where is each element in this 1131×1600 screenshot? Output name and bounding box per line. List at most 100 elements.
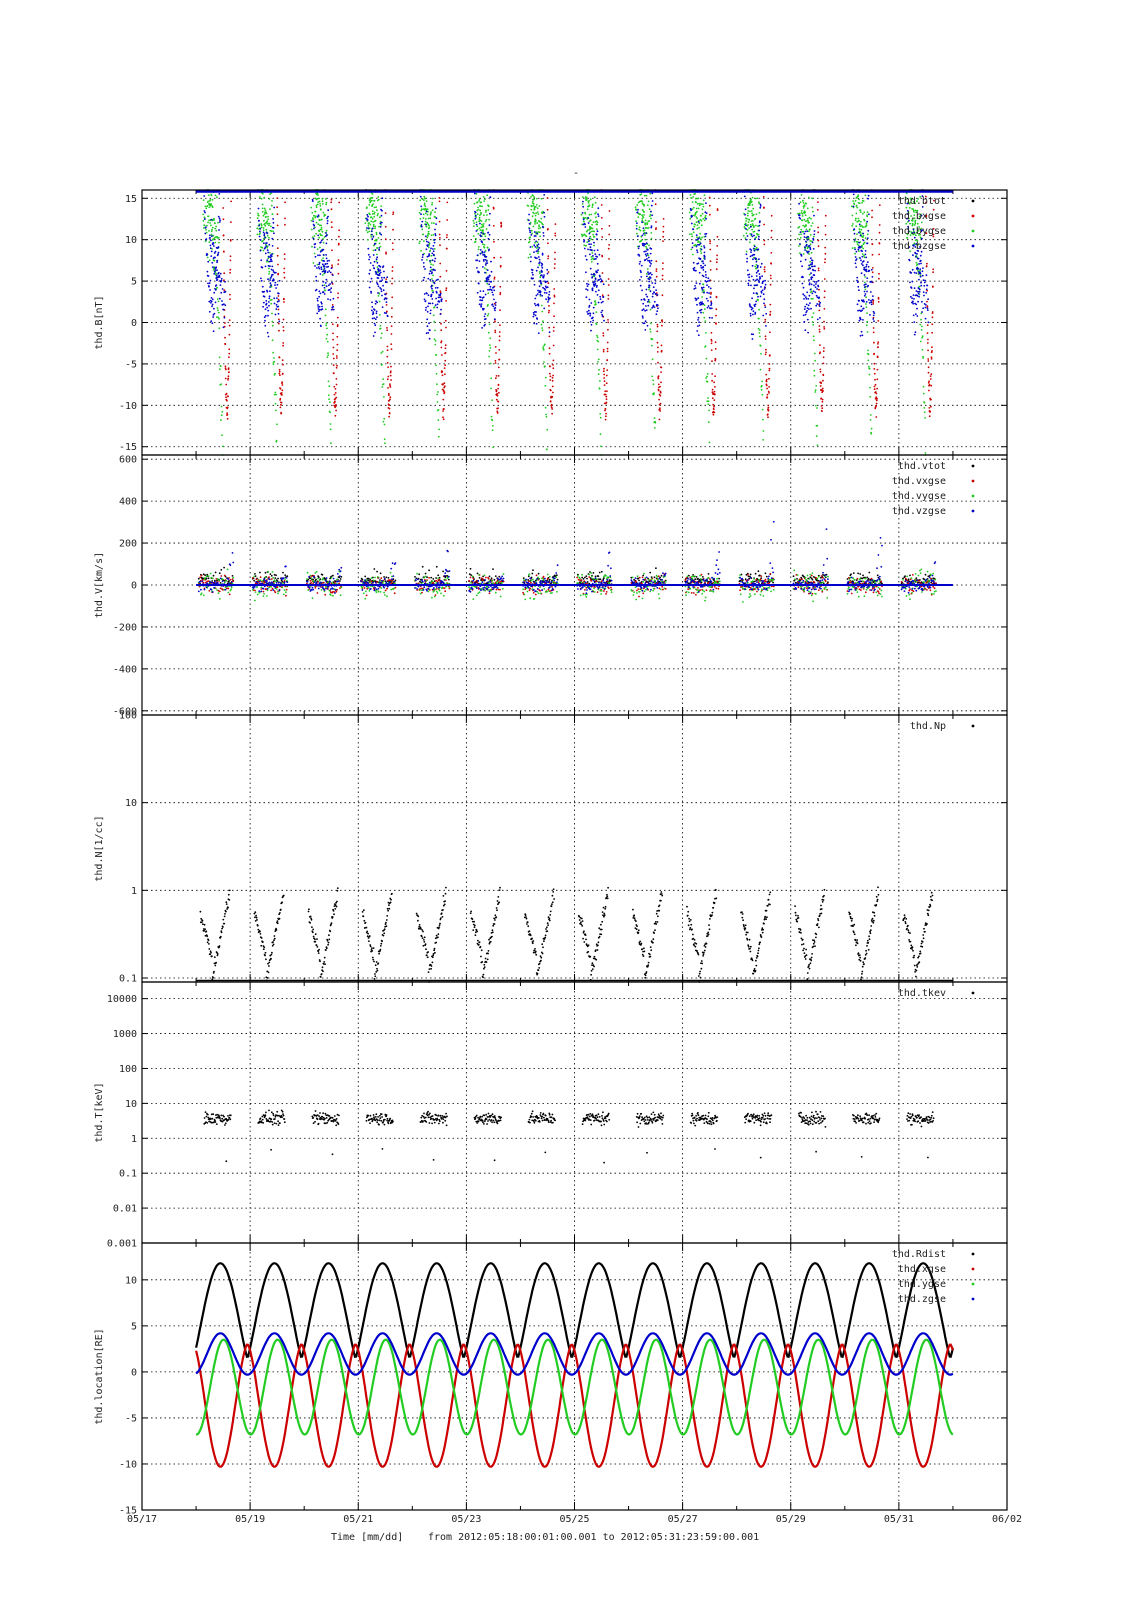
bz-point xyxy=(636,235,639,238)
vtot-point xyxy=(498,575,501,578)
by-point xyxy=(268,222,271,225)
by-point xyxy=(914,222,917,225)
bz-point xyxy=(205,238,208,240)
by-point xyxy=(646,272,648,275)
bz-point xyxy=(656,310,659,313)
by-point xyxy=(802,224,805,227)
bz-point xyxy=(859,245,862,248)
by-point xyxy=(593,236,596,238)
bz-point xyxy=(374,324,377,327)
bz-point xyxy=(919,272,922,275)
bz-point xyxy=(323,293,326,295)
bz-point xyxy=(208,234,211,237)
bx-point xyxy=(875,404,877,407)
bz-point xyxy=(386,315,389,318)
bz-point xyxy=(764,306,767,308)
bx-point xyxy=(872,331,875,334)
by-point xyxy=(381,386,384,388)
by-point xyxy=(490,387,492,390)
bz-point xyxy=(586,311,589,313)
bx-point xyxy=(387,375,390,378)
bz-point xyxy=(646,300,649,303)
by-point xyxy=(431,209,434,212)
bx-point xyxy=(708,204,711,207)
bx-point xyxy=(386,310,388,313)
bz-point xyxy=(369,281,372,283)
bz-point xyxy=(808,308,810,310)
by-point xyxy=(275,393,277,396)
vtot-point xyxy=(231,575,234,577)
by-point xyxy=(266,220,269,223)
by-point xyxy=(437,391,439,393)
by-point xyxy=(534,206,537,208)
bz-point xyxy=(596,249,599,252)
bz-point xyxy=(264,236,266,239)
bz-point xyxy=(484,313,487,315)
bx-point xyxy=(654,203,657,206)
bz-point xyxy=(259,227,261,230)
by-point xyxy=(314,226,316,229)
bz-point xyxy=(425,332,428,335)
by-point xyxy=(858,219,860,222)
bz-point xyxy=(319,273,322,275)
bz-point xyxy=(655,313,658,316)
bz-point xyxy=(372,254,375,256)
by-point xyxy=(702,283,705,286)
bx-point xyxy=(768,354,771,356)
bz-point xyxy=(645,305,647,307)
by-point xyxy=(810,225,813,227)
bz-point xyxy=(765,312,768,315)
bx-point xyxy=(601,272,604,274)
by-point xyxy=(862,226,865,229)
by-point xyxy=(316,203,319,206)
bx-point xyxy=(223,289,226,291)
bx-point xyxy=(279,374,281,377)
bz-point xyxy=(542,226,544,229)
bz-point xyxy=(764,283,767,286)
by-point xyxy=(858,202,861,205)
by-point xyxy=(693,225,696,228)
by-point xyxy=(854,199,857,202)
bz-point xyxy=(533,244,536,247)
bz-point xyxy=(542,232,545,234)
by-point xyxy=(208,219,210,222)
bz-point xyxy=(752,278,755,281)
by-point xyxy=(214,227,217,230)
bz-point xyxy=(434,269,436,272)
bx-point xyxy=(282,363,284,366)
bx-point xyxy=(439,290,442,292)
bz-point xyxy=(330,267,333,270)
bz-point xyxy=(751,297,753,300)
by-point xyxy=(542,320,544,323)
by-point xyxy=(598,387,601,390)
bx-point xyxy=(605,398,608,401)
by-point xyxy=(431,278,433,280)
bz-point xyxy=(484,271,486,274)
bz-point xyxy=(213,312,216,315)
vtot-point xyxy=(796,578,798,580)
bz-point xyxy=(705,297,708,300)
by-point xyxy=(751,204,754,206)
bx-point xyxy=(709,240,712,243)
bz-point xyxy=(639,260,642,263)
by-point xyxy=(866,215,869,218)
bz-point xyxy=(704,235,707,238)
bx-point xyxy=(336,349,339,352)
bx-point xyxy=(770,236,773,239)
by-point xyxy=(484,235,487,238)
bz-point xyxy=(752,292,755,294)
by-point xyxy=(434,216,437,219)
by-point xyxy=(220,414,223,417)
bx-point xyxy=(552,374,554,377)
by-point xyxy=(596,221,599,224)
bx-point xyxy=(657,375,660,377)
by-point xyxy=(322,257,324,259)
bz-point xyxy=(439,313,442,315)
bz-point xyxy=(593,280,596,283)
bz-point xyxy=(859,257,862,259)
bz-point xyxy=(911,297,913,299)
by-point xyxy=(433,248,436,250)
by-point xyxy=(423,195,426,198)
by-point xyxy=(203,224,206,227)
vtot-point xyxy=(846,578,849,580)
